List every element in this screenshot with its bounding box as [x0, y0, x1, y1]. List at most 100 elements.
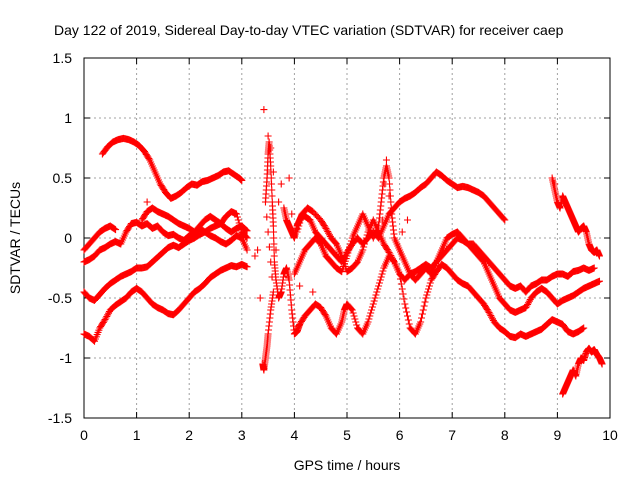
- data-point-arc-6: [352, 318, 360, 326]
- data-point-arc-9: [353, 259, 361, 267]
- data-point-arc-6: [375, 279, 383, 287]
- data-point-outliers: [254, 246, 262, 254]
- x-tick-label: 9: [554, 427, 562, 443]
- y-tick-label: 1: [64, 110, 72, 126]
- data-point-arc-6: [368, 303, 376, 311]
- data-point-arc-10: [595, 252, 603, 260]
- data-point-arc-6: [578, 325, 586, 333]
- data-point-arc-6: [348, 306, 356, 314]
- data-point-arc-6: [270, 228, 278, 236]
- data-point-arc-6: [367, 309, 375, 317]
- data-point-arc-6: [422, 294, 430, 302]
- data-point-arc-9: [387, 252, 395, 260]
- chart-title: Day 122 of 2019, Sidereal Day-to-day VTE…: [54, 22, 564, 38]
- y-tick-label: 1.5: [53, 50, 73, 66]
- data-point-arc-9: [296, 219, 304, 227]
- data-point-arc-1: [243, 263, 251, 271]
- data-point-arc-6: [263, 213, 271, 221]
- data-point-arc-6: [372, 291, 380, 299]
- data-point-arc-6: [580, 324, 588, 332]
- data-point-arc-6: [373, 288, 381, 296]
- data-point-arc-9: [523, 302, 531, 310]
- data-point-arc-6: [364, 318, 372, 326]
- data-point-arc-6: [418, 314, 426, 322]
- data-point-arc-6: [403, 312, 411, 320]
- data-point-arc-6: [402, 304, 410, 312]
- grid: [84, 58, 610, 418]
- data-point-arc-6: [375, 282, 383, 290]
- data-point-arc-1: [104, 311, 112, 319]
- data-point-arc-6: [418, 310, 426, 318]
- data-point-arc-1: [100, 317, 108, 325]
- x-tick-label: 0: [80, 427, 88, 443]
- x-tick-label: 3: [238, 427, 246, 443]
- data-point-arc-6: [347, 305, 355, 313]
- data-point-arc-6: [270, 240, 278, 248]
- data-point-arc-8: [347, 237, 355, 245]
- data-point-arc-6: [423, 291, 431, 299]
- x-axis-label: GPS time / hours: [294, 457, 401, 473]
- data-point-arc-9: [295, 222, 303, 230]
- data-point-arc-6: [405, 320, 413, 328]
- data-point-arc-8: [345, 246, 353, 254]
- data-point-arc-6: [268, 180, 276, 188]
- data-point-arc-6: [397, 280, 405, 288]
- data-point-outliers: [267, 144, 275, 152]
- data-point-arc-6: [485, 308, 493, 316]
- data-point-arc-8: [590, 264, 598, 272]
- data-point-arc-6: [378, 270, 386, 278]
- data-point-arc-6: [270, 234, 278, 242]
- data-point-arc-6: [376, 276, 384, 284]
- data-point-arc-7: [500, 215, 508, 223]
- data-point-arc-6: [401, 300, 409, 308]
- data-point-arc-9: [293, 228, 301, 236]
- data-point-arc-5: [238, 176, 246, 184]
- x-tick-label: 6: [396, 427, 404, 443]
- data-point-arc-3: [233, 210, 241, 218]
- data-point-outliers: [551, 180, 559, 188]
- data-point-arc-8: [344, 249, 352, 257]
- data-point-arc-6: [425, 285, 433, 293]
- data-point-arc-6: [404, 316, 412, 324]
- data-point-outliers: [403, 216, 411, 224]
- y-tick-label: -0.5: [48, 290, 72, 306]
- x-tick-label: 5: [343, 427, 351, 443]
- data-point-arc-6: [419, 306, 427, 314]
- data-point-outliers: [143, 198, 151, 206]
- data-point-arc-3: [237, 225, 245, 233]
- data-point-outliers: [296, 282, 304, 290]
- data-point-outliers: [379, 216, 387, 224]
- data-point-arc-6: [374, 285, 382, 293]
- data-point-arc-8: [387, 204, 395, 212]
- data-point-arc-9: [522, 304, 530, 312]
- data-point-arc-6: [489, 315, 497, 323]
- x-tick-label: 7: [448, 427, 456, 443]
- data-point-outliers: [269, 168, 277, 176]
- data-point-arc-5: [145, 155, 153, 163]
- data-point-arc-9: [297, 216, 305, 224]
- data-point-arc-1: [105, 309, 113, 317]
- data-point-outliers: [309, 288, 317, 296]
- data-point-arc-3: [242, 233, 250, 241]
- data-point-arc-6: [366, 312, 374, 320]
- data-point-outliers: [251, 252, 259, 260]
- data-point-arc-8: [346, 243, 354, 251]
- data-point-arc-8: [347, 240, 355, 248]
- data-point-outliers: [385, 192, 393, 200]
- y-tick-label: 0.5: [53, 170, 73, 186]
- data-point-arc-6: [269, 222, 277, 230]
- x-tick-label: 8: [501, 427, 509, 443]
- data-point-arc-6: [400, 295, 408, 303]
- data-point-arc-6: [267, 174, 275, 182]
- data-point-arc-7: [501, 216, 509, 224]
- data-point-arc-9: [389, 255, 397, 263]
- data-point-outliers: [275, 198, 283, 206]
- data-point-arc-1: [103, 312, 111, 320]
- data-point-arc-9: [525, 297, 533, 305]
- data-point-arc-9: [384, 247, 392, 255]
- data-point-arc-9: [363, 231, 371, 239]
- data-point-arc-6: [484, 307, 492, 315]
- data-point-arc-1: [102, 314, 110, 322]
- data-point-arc-9: [325, 231, 333, 239]
- data-point-arc-9: [386, 250, 394, 258]
